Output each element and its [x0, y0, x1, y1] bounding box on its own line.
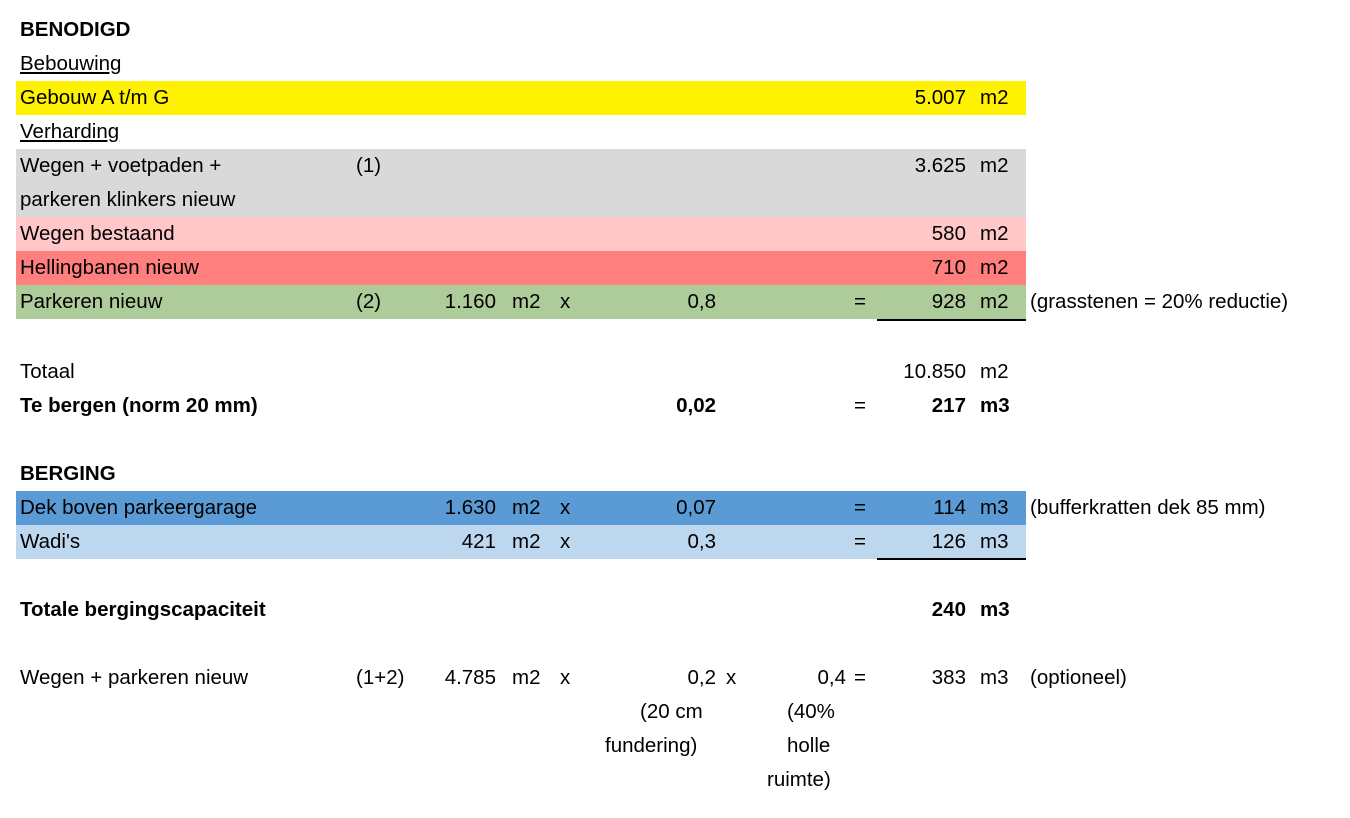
- wegen-voetpaden-label-line2: parkeren klinkers nieuw: [20, 188, 236, 211]
- parkeren-nieuw-ref: (2): [356, 290, 382, 313]
- fundering-note-line1: (20 cm: [640, 700, 703, 723]
- wegen-voetpaden-row: Wegen + voetpaden + parkeren klinkers ni…: [16, 149, 1026, 217]
- te-bergen-equals: =: [854, 394, 866, 417]
- dek-area-unit: m2: [512, 496, 541, 519]
- totale-label: Totale bergingscapaciteit: [20, 598, 266, 621]
- hellingbanen-label: Hellingbanen nieuw: [20, 256, 199, 279]
- wadis-unit: m3: [980, 530, 1009, 553]
- holle-note-line1: (40%: [787, 700, 835, 723]
- optioneel-unit: m3: [980, 666, 1009, 689]
- optioneel-factor2: 0,4: [817, 666, 847, 689]
- parkeren-nieuw-note: (grasstenen = 20% reductie): [1030, 290, 1289, 313]
- te-bergen-label: Te bergen (norm 20 mm): [20, 394, 258, 417]
- totale-row: Totale bergingscapaciteit 240 m3: [16, 593, 1026, 627]
- optioneel-area-unit: m2: [512, 666, 541, 689]
- wadis-factor: 0,3: [687, 530, 717, 553]
- wegen-bestaand-label: Wegen bestaand: [20, 222, 175, 245]
- optioneel-times1: x: [560, 666, 571, 689]
- wegen-bestaand-row: Wegen bestaand 580 m2: [16, 217, 1026, 251]
- bebouwing-label: Bebouwing: [20, 52, 122, 75]
- totale-unit: m3: [980, 598, 1010, 621]
- wadis-times: x: [560, 530, 571, 553]
- verharding-row: Verharding: [16, 115, 1026, 149]
- wegen-voetpaden-ref: (1): [356, 154, 382, 177]
- berging-heading: BERGING: [20, 462, 116, 485]
- parkeren-nieuw-equals: =: [854, 290, 866, 313]
- berging-heading-row: BERGING: [16, 457, 1026, 491]
- subtotal-underline: [877, 319, 1026, 321]
- totaal-label: Totaal: [20, 360, 75, 383]
- gebouw-label: Gebouw A t/m G: [20, 86, 170, 109]
- gebouw-value: 5.007: [914, 86, 966, 109]
- dek-area: 1.630: [444, 496, 496, 519]
- optioneel-label: Wegen + parkeren nieuw: [20, 666, 249, 689]
- holle-note-line2: holle: [787, 734, 831, 757]
- parkeren-nieuw-times: x: [560, 290, 571, 313]
- parkeren-nieuw-value: 928: [931, 290, 966, 313]
- te-bergen-value: 217: [931, 394, 966, 417]
- dek-note: (bufferkratten dek 85 mm): [1030, 496, 1266, 519]
- verharding-label: Verharding: [20, 120, 120, 143]
- parkeren-nieuw-area: 1.160: [444, 290, 496, 313]
- bebouwing-row: Bebouwing: [16, 47, 1026, 81]
- dek-factor: 0,07: [676, 496, 716, 519]
- optioneel-value: 383: [931, 666, 966, 689]
- wadis-value: 126: [931, 530, 966, 553]
- te-bergen-row: Te bergen (norm 20 mm) 0,02 = 217 m3: [16, 389, 1026, 423]
- fundering-note-line2: fundering): [605, 734, 698, 757]
- wadis-equals: =: [854, 530, 866, 553]
- berging-underline: [877, 558, 1026, 560]
- wadis-area-unit: m2: [512, 530, 541, 553]
- dek-unit: m3: [980, 496, 1009, 519]
- optioneel-area: 4.785: [444, 666, 496, 689]
- totale-value: 240: [931, 598, 966, 621]
- optioneel-row: Wegen + parkeren nieuw (1+2) 4.785 m2 x …: [16, 661, 1026, 695]
- dek-label: Dek boven parkeergarage: [20, 496, 258, 519]
- hellingbanen-value: 710: [931, 256, 966, 279]
- te-bergen-factor: 0,02: [676, 394, 716, 417]
- totaal-unit: m2: [980, 360, 1009, 383]
- dek-value: 114: [933, 496, 966, 519]
- benodigd-heading-row: BENODIGD: [16, 13, 1026, 47]
- holle-note-line3: ruimte): [767, 768, 831, 791]
- wegen-voetpaden-label-line1: Wegen + voetpaden +: [20, 154, 222, 177]
- wegen-bestaand-unit: m2: [980, 222, 1009, 245]
- dek-times: x: [560, 496, 571, 519]
- hellingbanen-row: Hellingbanen nieuw 710 m2: [16, 251, 1026, 285]
- wegen-voetpaden-unit: m2: [980, 154, 1009, 177]
- dek-row: Dek boven parkeergarage 1.630 m2 x 0,07 …: [16, 491, 1026, 525]
- wadis-row: Wadi's 421 m2 x 0,3 = 126 m3: [16, 525, 1026, 559]
- parkeren-nieuw-factor: 0,8: [687, 290, 717, 313]
- dek-equals: =: [854, 496, 866, 519]
- gebouw-row: Gebouw A t/m G 5.007 m2: [16, 81, 1026, 115]
- gebouw-unit: m2: [980, 86, 1009, 109]
- wegen-bestaand-value: 580: [931, 222, 966, 245]
- parkeren-nieuw-unit: m2: [980, 290, 1009, 313]
- optioneel-ref: (1+2): [356, 666, 405, 689]
- te-bergen-unit: m3: [980, 394, 1010, 417]
- benodigd-heading: BENODIGD: [20, 18, 131, 41]
- parkeren-nieuw-label: Parkeren nieuw: [20, 290, 163, 313]
- parkeren-nieuw-area-unit: m2: [512, 290, 541, 313]
- optioneel-factor1: 0,2: [687, 666, 717, 689]
- hellingbanen-unit: m2: [980, 256, 1009, 279]
- optioneel-times2: x: [726, 666, 737, 689]
- wadis-area: 421: [461, 530, 496, 553]
- totaal-value: 10.850: [903, 360, 966, 383]
- wegen-voetpaden-value: 3.625: [914, 154, 966, 177]
- parkeren-nieuw-row: Parkeren nieuw (2) 1.160 m2 x 0,8 = 928 …: [16, 285, 1026, 319]
- wadis-label: Wadi's: [20, 530, 81, 553]
- totaal-row: Totaal 10.850 m2: [16, 355, 1026, 389]
- optioneel-equals: =: [854, 666, 866, 689]
- optioneel-note: (optioneel): [1030, 666, 1127, 689]
